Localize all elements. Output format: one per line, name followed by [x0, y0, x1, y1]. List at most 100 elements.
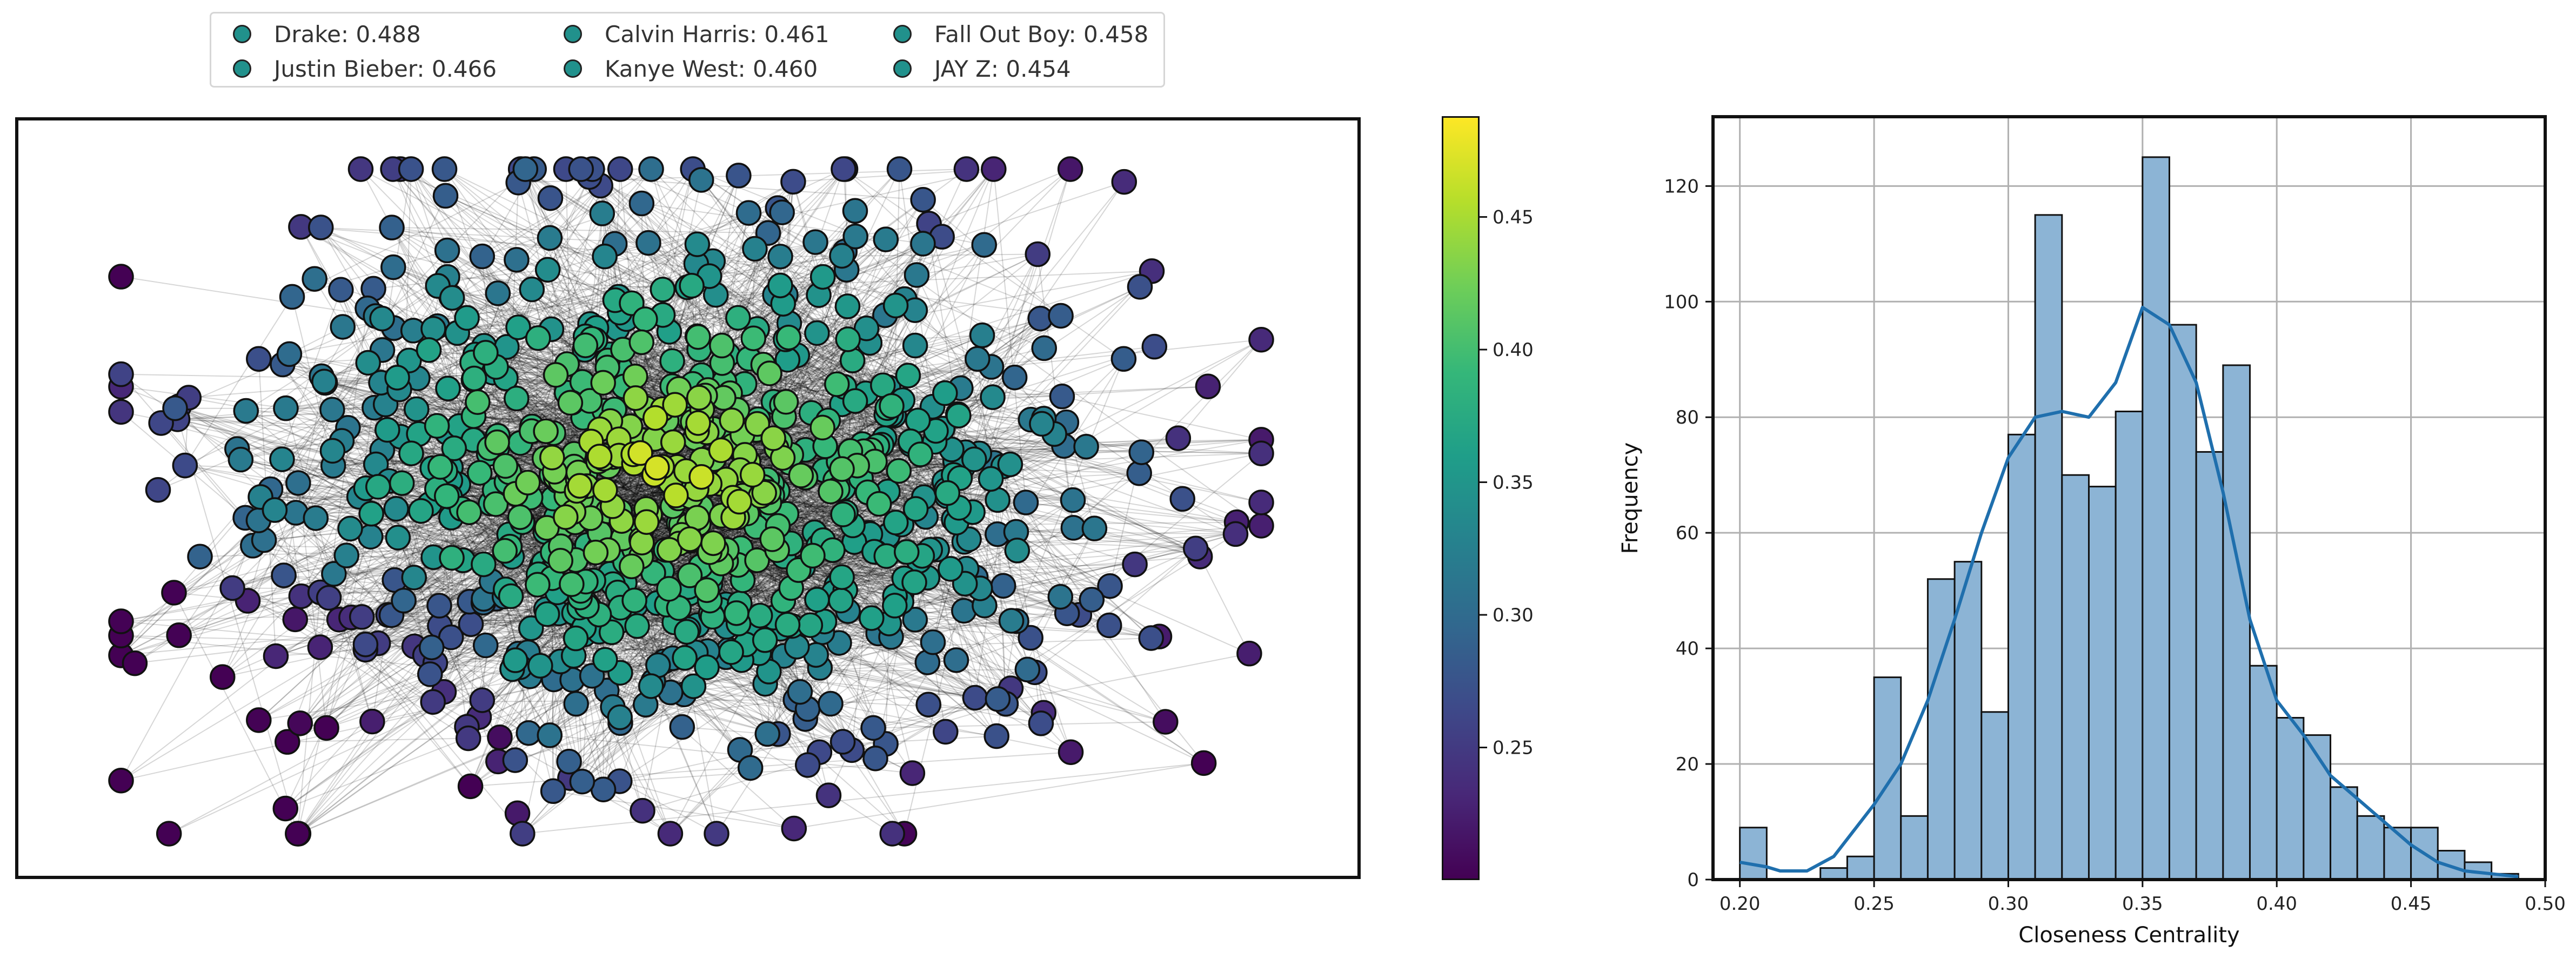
graph-edge: [604, 169, 994, 257]
graph-edge: [916, 253, 1038, 276]
graph-node: [547, 547, 573, 574]
graph-edge: [175, 408, 298, 834]
graph-edge: [297, 721, 373, 834]
graph-node: [980, 384, 1006, 410]
graph-node: [563, 690, 589, 717]
graph-node: [439, 285, 465, 311]
graph-node: [802, 229, 828, 255]
legend-label: Fall Out Boy: 0.458: [934, 21, 1149, 48]
x-tick-label: 0.20: [1719, 893, 1761, 915]
graph-edge: [121, 409, 333, 656]
y-tick-label: 100: [1664, 291, 1699, 313]
graph-edge: [245, 185, 601, 412]
colorbar: [1442, 116, 1480, 880]
graph-edge: [451, 276, 823, 297]
graph-edge: [400, 185, 601, 437]
graph-node: [809, 264, 836, 290]
graph-node: [774, 612, 801, 638]
graph-node: [525, 572, 551, 598]
graph-edge: [472, 169, 652, 363]
graph-node: [1029, 411, 1055, 437]
graph-node: [985, 487, 1011, 513]
graph-edge: [792, 182, 875, 462]
graph-edge: [332, 450, 436, 663]
graph-node: [902, 332, 928, 359]
graph-edge: [481, 203, 642, 257]
graph-node: [830, 501, 856, 527]
graph-edge: [386, 430, 440, 626]
graph-node: [737, 755, 764, 781]
graph-node: [534, 257, 561, 283]
graph-node: [1236, 640, 1262, 667]
graph-edge: [391, 227, 605, 257]
graph-edge: [121, 635, 554, 680]
graph-node: [829, 243, 855, 269]
graph-edge: [1030, 528, 1095, 639]
graph-edge: [274, 509, 321, 648]
graph-edge: [794, 762, 1204, 829]
graph-node: [998, 608, 1025, 634]
graph-node: [632, 306, 658, 332]
graph-node: [492, 538, 518, 564]
graph-edge: [584, 634, 893, 834]
graph-node: [469, 687, 496, 713]
graph-node: [108, 361, 134, 387]
graph-node: [398, 440, 424, 466]
graph-node: [1028, 710, 1054, 736]
kde-line: [1739, 306, 2519, 878]
graph-node: [510, 821, 536, 847]
graph-edge: [392, 169, 499, 294]
graph-node: [319, 438, 346, 464]
x-tick-label: 0.35: [2122, 893, 2163, 915]
graph-node: [920, 629, 946, 655]
graph-node: [882, 292, 909, 319]
x-tick-label: 0.50: [2525, 893, 2566, 915]
graph-node: [904, 262, 930, 288]
graph-node: [883, 509, 909, 535]
network-graph-panel: [15, 117, 1361, 879]
graph-node: [842, 223, 868, 250]
graph-node: [866, 491, 892, 517]
histogram-bar: [2195, 451, 2224, 881]
y-tick-label: 80: [1676, 407, 1699, 428]
graph-node: [677, 562, 703, 588]
graph-node: [472, 632, 499, 659]
graph-node: [873, 226, 899, 252]
graph-node: [557, 390, 584, 416]
graph-node: [441, 435, 467, 461]
graph-node: [1048, 303, 1074, 329]
graph-edge: [710, 557, 1031, 639]
graph-edge: [260, 453, 574, 498]
graph-node: [498, 583, 524, 609]
graph-node: [739, 461, 766, 488]
graph-edge: [482, 256, 784, 305]
graph-edge: [370, 536, 483, 701]
graph-edge: [283, 407, 375, 576]
graph-node: [271, 562, 297, 588]
graph-edge: [730, 345, 915, 394]
graph-node: [834, 293, 861, 319]
graph-edge: [350, 528, 392, 616]
graph-node: [108, 399, 134, 425]
graph-node: [404, 396, 430, 423]
graph-node: [1153, 709, 1179, 735]
graph-node: [685, 324, 711, 350]
graph-node: [688, 464, 714, 490]
graph-node: [527, 653, 553, 679]
graph-node: [859, 605, 885, 631]
graph-node: [997, 451, 1023, 478]
graph-node: [285, 821, 311, 847]
graph-node: [656, 537, 683, 563]
graph-node: [108, 608, 134, 634]
graph-node: [607, 156, 633, 182]
legend-item: JAY Z: 0.454: [893, 52, 1071, 85]
graph-node: [828, 587, 854, 614]
graph-node: [902, 496, 929, 522]
graph-edge: [773, 401, 1262, 503]
graph-node: [435, 375, 461, 401]
graph-node: [860, 715, 886, 741]
graph-node: [767, 272, 793, 299]
graph-node: [358, 501, 384, 527]
graph-edge: [701, 169, 900, 376]
graph-node: [302, 266, 327, 292]
